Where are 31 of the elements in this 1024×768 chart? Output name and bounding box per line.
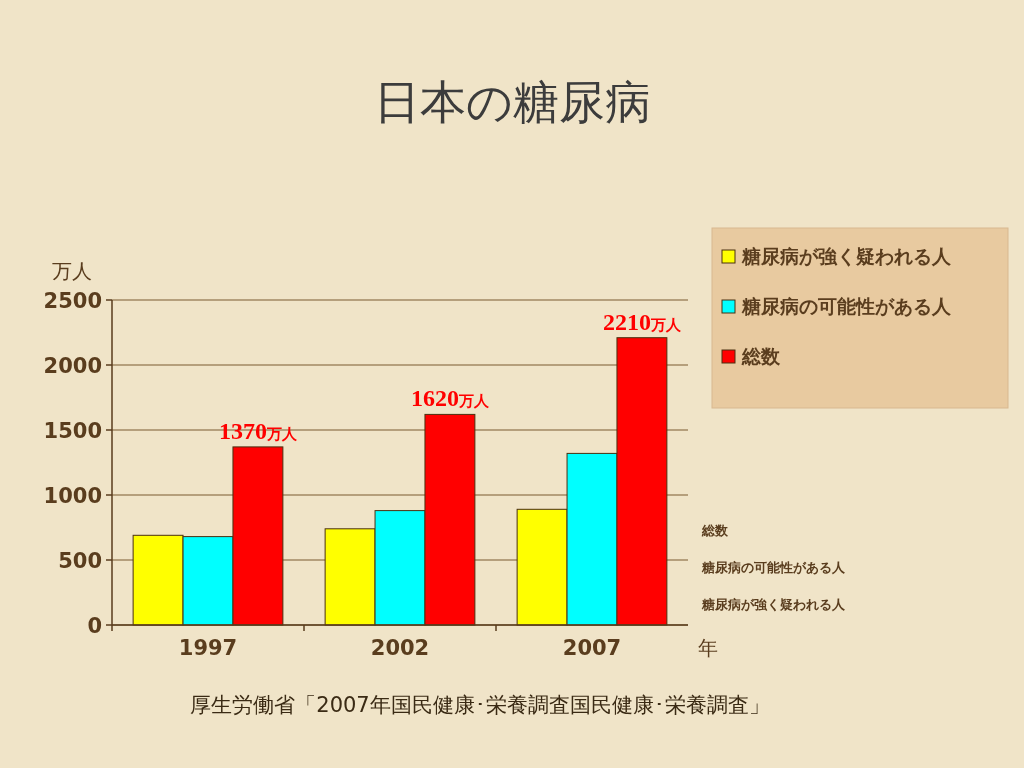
x-tick-label: 1997 <box>178 636 238 660</box>
series-label: 糖尿病の可能性がある人 <box>702 560 845 575</box>
legend-label: 糖尿病が強く疑われる人 <box>741 245 952 267</box>
bar <box>132 534 184 626</box>
legend-label: 糖尿病の可能性がある人 <box>741 295 952 317</box>
bar <box>516 508 568 626</box>
bar <box>566 452 618 626</box>
bar <box>324 528 376 626</box>
data-label: 2210万人 <box>602 308 682 335</box>
y-tick-label: 1500 <box>43 419 102 443</box>
y-tick-label: 500 <box>58 549 102 573</box>
series-label: 総数 <box>702 523 728 538</box>
y-tick-label: 0 <box>87 614 102 638</box>
data-label: 1620万人 <box>410 385 490 412</box>
text: 厚生労働省「2007年国民健康･栄養調査国民健康･栄養調査」 <box>190 693 770 717</box>
bar <box>232 446 284 626</box>
x-tick-label: 2002 <box>370 636 430 660</box>
data-label: 1370万人 <box>218 417 298 444</box>
y-tick-label: 1000 <box>43 484 102 508</box>
bar <box>374 510 426 626</box>
x-tick-label: 2007 <box>562 636 622 660</box>
bar <box>424 413 476 626</box>
series-label: 糖尿病が強く疑われる人 <box>702 597 845 612</box>
bar <box>616 337 668 626</box>
y-tick-label: 2000 <box>43 354 102 378</box>
y-tick-label: 2500 <box>43 289 102 313</box>
x-axis-title: 年 <box>698 636 718 660</box>
legend-label: 総数 <box>741 345 781 367</box>
y-axis-title: 万人 <box>52 259 92 283</box>
chart-title: 日本の糖尿病 <box>373 75 651 129</box>
bar <box>182 536 234 626</box>
